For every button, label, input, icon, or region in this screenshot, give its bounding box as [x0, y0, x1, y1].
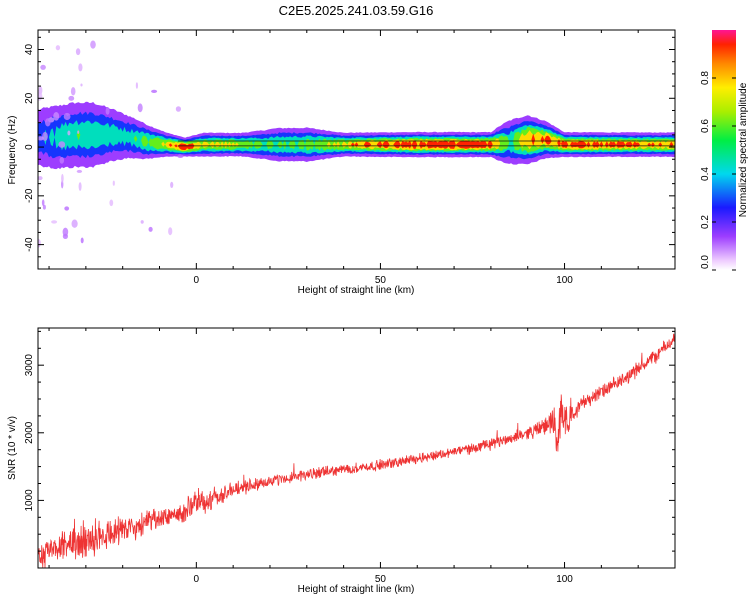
spectrogram-noise-blob [53, 112, 60, 121]
spectrogram-noise-blob [168, 227, 173, 236]
snr-panel: 0 50 100 1000 2000 3000 Height of straight li… [7, 327, 676, 595]
spectrogram-panel: 0 50 100 -40 -20 0 20 40 Height of straight lin… [7, 29, 676, 296]
spectrogram-noise-blob [80, 237, 84, 244]
spectrogram-noise-blob [68, 95, 75, 101]
spectrogram-x-label: Height of straight line (km) [298, 285, 415, 296]
snr-x-label: Height of straight line (km) [298, 584, 415, 595]
figure-title: C2E5.2025.241.03.59.G16 [279, 3, 434, 18]
spectrogram-y-tick-label: -40 [24, 237, 35, 252]
spectrogram-y-tick-label: 20 [24, 92, 35, 104]
spectrogram-noise-blob [45, 118, 51, 127]
spectrogram-noise-blob [58, 141, 66, 148]
colorbar-tick-label: 0.6 [700, 119, 711, 133]
spectrogram-noise-blob [71, 219, 78, 228]
spectrogram-noise-blob [38, 92, 43, 101]
spectrogram-x-tick-label: 100 [556, 275, 573, 286]
spectrogram-noise-blob [38, 238, 41, 248]
spectrogram-noise-blob [148, 226, 153, 232]
colorbar-tick-label: 0.2 [700, 215, 711, 229]
spectrogram-noise-blob [38, 176, 43, 181]
colorbar-tick-label: 0.8 [700, 71, 711, 85]
colorbar-tick-label: 0.0 [700, 255, 711, 269]
spectrogram-noise-blob [62, 227, 69, 237]
spectrogram-noise-blob [41, 199, 45, 206]
spectrogram-noise-blob [42, 204, 46, 210]
spectrogram-noise-blob [78, 182, 82, 191]
spectrogram-noise-blob [112, 180, 115, 186]
spectrogram-noise-blob [109, 199, 114, 207]
spectrogram-noise-blob [78, 63, 83, 72]
spectrogram-band-level-6 [38, 133, 675, 151]
snr-y-tick-label: 1000 [24, 489, 35, 512]
snr-y-tick-label: 3000 [24, 354, 35, 377]
snr-x-tick-label: 100 [556, 574, 573, 585]
spectrogram-noise-blob [64, 206, 70, 211]
spectrogram-noise-blob [55, 45, 61, 51]
spectrogram-y-tick-label: 40 [24, 44, 35, 56]
spectrogram-noise-blob [38, 136, 44, 141]
spectrogram-frame [37, 29, 676, 270]
colorbar-label: Normalized spectral amplitude [738, 82, 749, 217]
spectrogram-y-tick-label: -20 [24, 188, 35, 203]
spectrogram-noise-blob [137, 103, 143, 113]
spectrogram-noise-blob [61, 173, 64, 183]
spectrogram-noise-blob [75, 48, 81, 56]
snr-series-line [38, 333, 675, 568]
snr-x-tick-label: 50 [375, 574, 387, 585]
spectrogram-noise-blob [105, 107, 110, 115]
snr-frame [37, 327, 676, 569]
spectrogram-noise-blob [140, 220, 144, 224]
snr-marks [38, 333, 675, 568]
colorbar-gradient [712, 30, 736, 270]
spectrogram-noise-blob [59, 156, 65, 164]
spectrogram-noise-blob [67, 130, 71, 136]
spectrogram-marks [38, 40, 675, 248]
colorbar-ticks: 0.0 0.2 0.4 0.6 0.8 [700, 71, 736, 271]
snr-x-tick-label: 0 [194, 574, 200, 585]
colorbar: 0.0 0.2 0.4 0.6 0.8 Normalized spectral ampl… [700, 30, 749, 271]
spectrogram-noise-blob [177, 154, 184, 158]
spectrogram-noise-blob [80, 83, 83, 87]
spectrogram-noise-blob [77, 130, 80, 134]
spectrogram-noise-blob [40, 64, 46, 70]
snr-plot-area [38, 328, 675, 568]
spectrogram-y-tick-label: 0 [24, 144, 35, 150]
snr-y-label: SNR (10 * v/v) [7, 416, 18, 480]
spectrogram-noise-blob [51, 220, 58, 224]
colorbar-tick-label: 0.4 [700, 167, 711, 181]
spectrogram-noise-blob [76, 169, 83, 173]
spectrogram-noise-blob [70, 87, 76, 96]
spectrogram-noise-blob [170, 181, 174, 188]
spectrogram-noise-blob [175, 106, 181, 112]
spectrogram-noise-blob [135, 82, 138, 89]
spectrogram-y-label: Frequency (Hz) [7, 116, 18, 185]
spectrogram-noise-blob [90, 40, 96, 49]
spectrogram-noise-blob [151, 89, 158, 93]
spectrogram-x-tick-label: 0 [194, 275, 200, 286]
spectrogram-noise-blob [63, 112, 71, 121]
snr-y-tick-label: 2000 [24, 421, 35, 444]
spectrogram-x-tick-label: 50 [375, 275, 387, 286]
